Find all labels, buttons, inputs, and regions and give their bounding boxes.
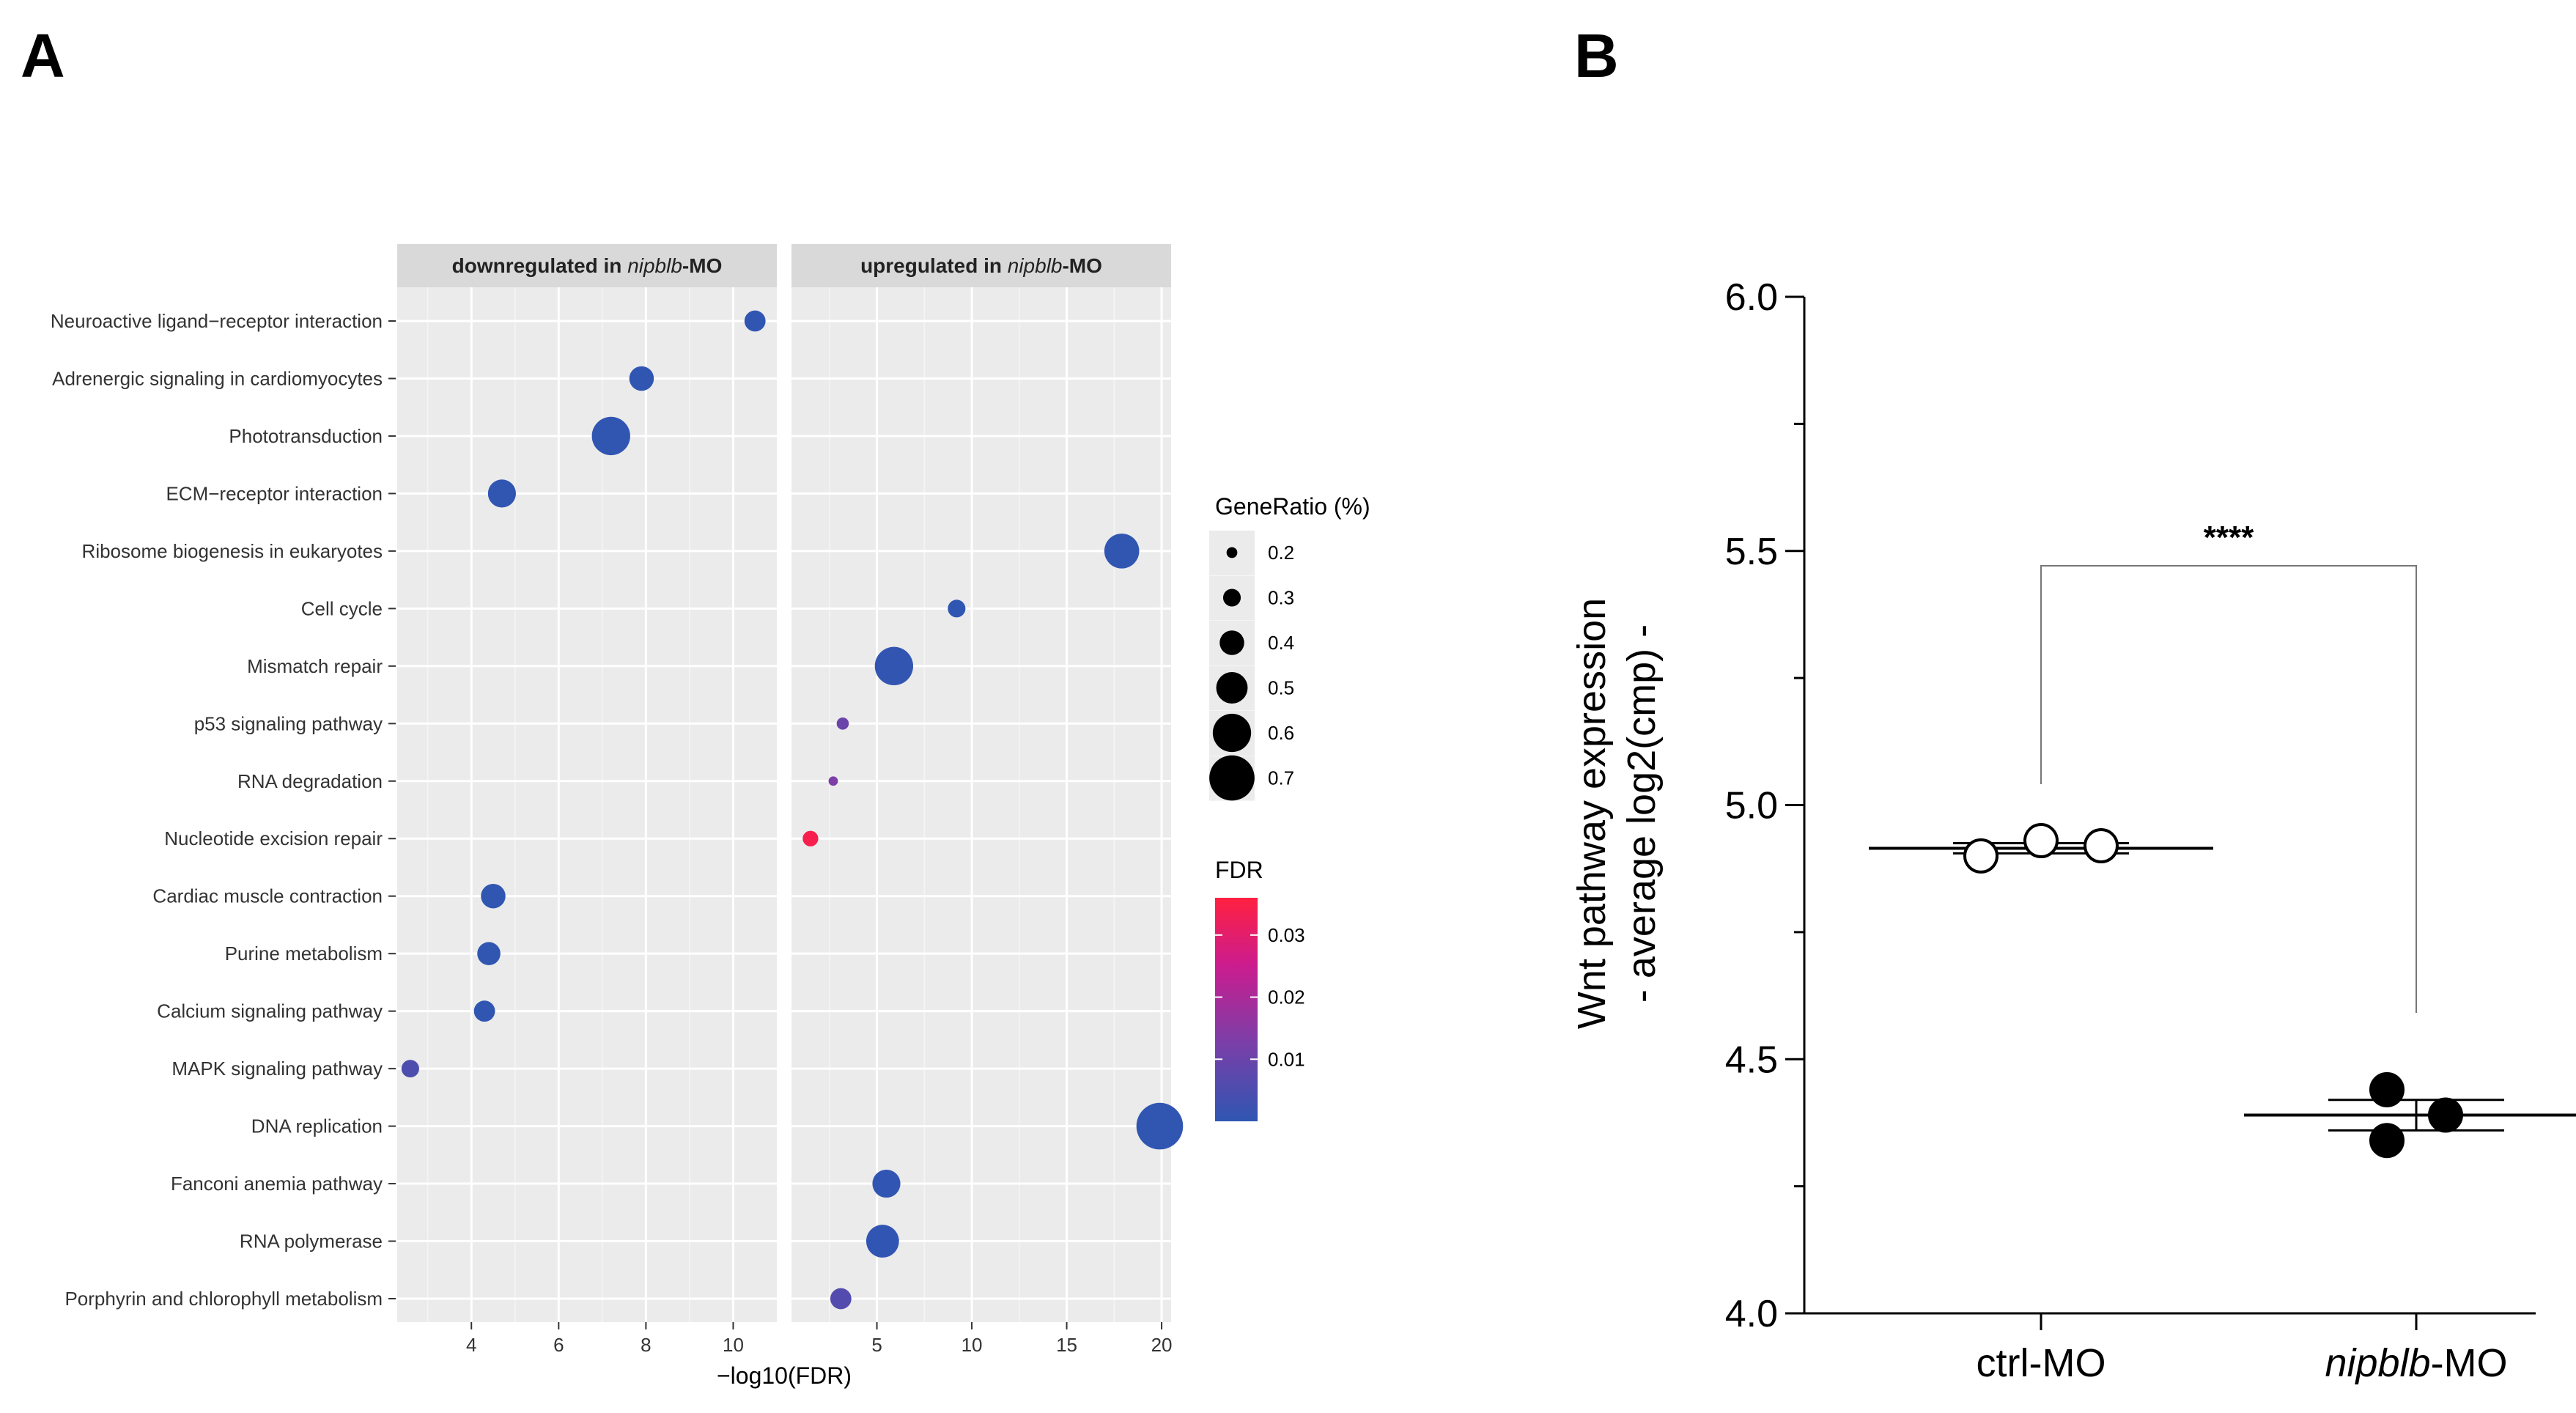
point-rna-degradation <box>828 776 838 786</box>
facet-label-upregulated: upregulated in nipblb-MO <box>860 254 1102 277</box>
category-label: RNA degradation <box>237 770 383 792</box>
x-label-ctrl-mo: ctrl-MO <box>1977 1341 2106 1385</box>
legend-size-label: 0.2 <box>1268 542 1294 564</box>
category-label: Mismatch repair <box>247 655 383 677</box>
category-label: ECM−receptor interaction <box>166 482 383 504</box>
legend-size-label: 0.6 <box>1268 722 1294 744</box>
category-label: RNA polymerase <box>240 1231 383 1252</box>
legend-fdr-title: FDR <box>1215 857 1263 883</box>
legend-size-label: 0.4 <box>1268 632 1294 654</box>
category-label: Ribosome biogenesis in eukaryotes <box>82 540 383 562</box>
data-point <box>2369 1123 2405 1159</box>
category-label: Cell cycle <box>301 597 383 619</box>
data-point <box>2369 1071 2405 1107</box>
point-phototransduction <box>591 416 630 456</box>
point-purine-metabolism <box>477 942 501 965</box>
y-tick-label: 4.5 <box>1725 1038 1778 1081</box>
facet-strip-upregulated <box>791 244 1171 287</box>
panel-a-category-labels: Neuroactive ligand−receptor interaction A… <box>51 310 396 1310</box>
point-ecm-receptor-interaction <box>487 479 516 508</box>
panel-a-points <box>401 310 1184 1310</box>
panel-b-y-ticks: 4.0 4.5 5.0 5.5 6.0 <box>1725 276 1804 1335</box>
x-tick-label: 15 <box>1056 1334 1077 1356</box>
x-tick-label: 8 <box>641 1334 651 1356</box>
category-label: Cardiac muscle contraction <box>152 885 383 907</box>
category-label: Calcium signaling pathway <box>157 1000 383 1022</box>
category-label: Purine metabolism <box>225 942 383 964</box>
facet-label-downregulated: downregulated in nipblb-MO <box>452 254 723 277</box>
facet-upregulated-background <box>791 287 1171 1322</box>
category-label: Nucleotide excision repair <box>164 827 383 849</box>
point-ribosome-biogenesis-in-eukaryotes <box>1104 534 1140 569</box>
panel-b-y-label-line2: - average log2(cmp) - <box>1620 624 1664 1003</box>
point-dna-replication <box>1136 1102 1184 1150</box>
category-label: Porphyrin and chlorophyll metabolism <box>64 1288 383 1310</box>
category-label: MAPK signaling pathway <box>171 1058 383 1080</box>
panel-a-x-axis-title: −log10(FDR) <box>717 1362 852 1389</box>
data-point <box>1963 838 1999 874</box>
y-tick-label: 5.0 <box>1725 785 1778 827</box>
category-label: Fanconi anemia pathway <box>171 1173 383 1195</box>
category-label: Neuroactive ligand−receptor interaction <box>51 310 383 332</box>
facet-downregulated-background <box>397 287 777 1322</box>
point-adrenergic-signaling-in-cardiomyocytes <box>629 366 654 391</box>
point-nucleotide-excision-repair <box>802 830 819 846</box>
point-mapk-signaling-pathway <box>401 1060 419 1078</box>
y-tick-label: 6.0 <box>1725 276 1778 319</box>
point-rna-polymerase <box>866 1225 899 1258</box>
point-fanconi-anemia-pathway <box>872 1169 901 1198</box>
legend-size-key <box>1216 672 1248 704</box>
legend-generatio-title: GeneRatio (%) <box>1215 493 1370 520</box>
legend-fdr-colorbar <box>1215 898 1258 1121</box>
legend-fdr-ticks: 0.03 0.02 0.01 <box>1215 924 1305 1070</box>
legend-size-label: 0.3 <box>1268 587 1294 609</box>
x-tick-label: 4 <box>466 1334 476 1356</box>
legend-size-label: 0.5 <box>1268 677 1294 699</box>
legend-fdr-label: 0.01 <box>1268 1048 1305 1070</box>
legend-size-key <box>1222 589 1241 607</box>
x-label-nipblb-mo: nipblb-MO <box>2325 1341 2507 1385</box>
point-p53-signaling-pathway <box>836 717 849 730</box>
legend-size-key <box>1209 755 1255 801</box>
facet-strip-downregulated <box>397 244 777 287</box>
x-tick-label: 6 <box>553 1334 564 1356</box>
point-cell-cycle <box>948 599 966 618</box>
category-label: p53 signaling pathway <box>194 712 383 734</box>
legend-size-key <box>1219 630 1244 655</box>
point-cardiac-muscle-contraction <box>481 883 506 909</box>
point-porphyrin-and-chlorophyll-metabolism <box>830 1288 852 1310</box>
significance-stars: **** <box>2204 520 2254 556</box>
panel-a-gridlines <box>397 287 1171 1322</box>
y-tick-label: 4.0 <box>1725 1293 1778 1335</box>
panel-b-groups <box>1869 823 2576 1159</box>
category-label: DNA replication <box>251 1115 383 1137</box>
category-label: Phototransduction <box>229 425 383 447</box>
panel-label-a: A <box>21 21 65 90</box>
significance-bracket <box>2040 565 2417 1013</box>
legend-size-label: 0.7 <box>1268 767 1294 789</box>
legend-size-key <box>1212 713 1252 753</box>
legend-generatio: 0.2 0.3 0.4 0.5 0.6 0.7 <box>1209 531 1294 801</box>
x-tick-label: 20 <box>1151 1334 1173 1356</box>
data-point <box>2023 823 2059 859</box>
legend-fdr-label: 0.03 <box>1268 924 1305 946</box>
y-tick-label: 5.5 <box>1725 531 1778 573</box>
panel-label-b: B <box>1574 21 1619 90</box>
x-tick-label: 10 <box>962 1334 983 1356</box>
panel-b-y-label-line1: Wnt pathway expression <box>1570 598 1614 1029</box>
panel-b-scatter: 4.0 4.5 5.0 5.5 6.0 Wnt pathway expression -… <box>1570 276 2576 1385</box>
panel-a-dot-plot: downregulated in nipblb-MO upregulated i… <box>51 244 1370 1389</box>
point-mismatch-repair <box>874 646 914 685</box>
data-point <box>2084 827 2119 863</box>
data-point <box>2428 1097 2463 1133</box>
point-calcium-signaling-pathway <box>473 1000 495 1022</box>
x-tick-label: 10 <box>723 1334 744 1356</box>
legend-fdr-label: 0.02 <box>1268 986 1305 1008</box>
panel-a-x-ticks: 4 6 8 10 5 10 15 20 <box>466 1322 1173 1356</box>
legend-size-key <box>1226 547 1238 558</box>
point-neuroactive-ligand-receptor-interaction <box>744 310 766 332</box>
x-tick-label: 5 <box>871 1334 882 1356</box>
category-label: Adrenergic signaling in cardiomyocytes <box>52 367 383 389</box>
